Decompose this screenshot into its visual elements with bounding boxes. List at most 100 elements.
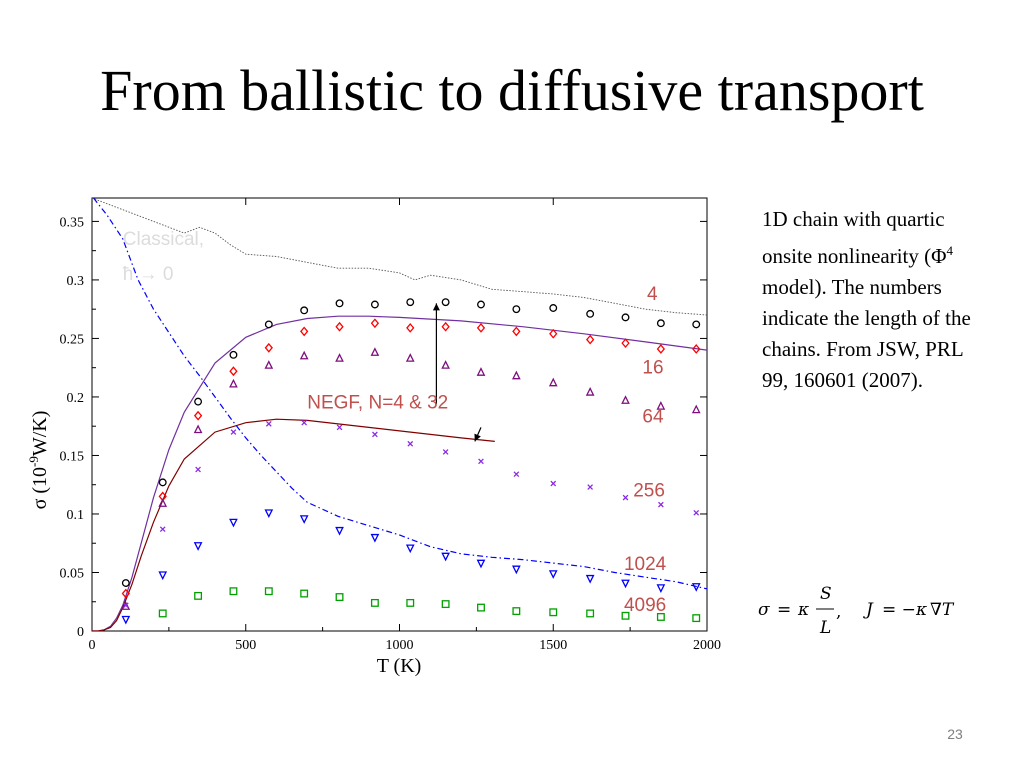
marker-n256 xyxy=(407,440,414,447)
x-tick-label: 500 xyxy=(235,638,256,653)
y-axis-label: σ (10-9W/K) xyxy=(26,411,51,510)
marker-n4096 xyxy=(549,608,558,617)
marker-n64 xyxy=(585,387,595,396)
marker-n4096 xyxy=(692,614,701,623)
marker-n64 xyxy=(370,347,380,356)
marker-n1024 xyxy=(441,552,450,562)
marker-n1024 xyxy=(621,579,630,589)
markers-layer xyxy=(121,298,701,625)
marker-n1024 xyxy=(548,570,558,579)
annotation-label: 4096 xyxy=(624,595,666,616)
x-tick-label: 1000 xyxy=(386,638,414,653)
marker-n4096 xyxy=(621,611,630,620)
marker-n4 xyxy=(512,305,521,314)
annotation-label: 1024 xyxy=(624,554,667,575)
marker-n4096 xyxy=(586,609,595,618)
marker-n4 xyxy=(406,298,415,307)
marker-n4 xyxy=(264,320,273,329)
marker-n256 xyxy=(513,471,520,478)
y-tick-label: 0.25 xyxy=(60,332,85,347)
marker-n4 xyxy=(549,304,558,312)
formula-equals-minus: = − xyxy=(882,600,916,620)
curve-negf-n-32 xyxy=(92,315,707,631)
plot-frame xyxy=(91,197,708,632)
side-text-after: model). The numbers indicate the length … xyxy=(762,275,971,392)
marker-n4 xyxy=(335,299,344,308)
annotation-label: 16 xyxy=(642,358,663,379)
marker-n4 xyxy=(586,309,595,318)
y-tick-label: 0.2 xyxy=(67,391,85,406)
series-n4096 xyxy=(158,587,701,623)
marker-n256 xyxy=(159,526,166,533)
annotation-label: Classical, xyxy=(123,229,204,250)
marker-n16 xyxy=(621,338,630,349)
marker-n4096 xyxy=(477,603,485,612)
marker-n64 xyxy=(405,353,415,362)
marker-n16 xyxy=(121,588,130,599)
marker-n16 xyxy=(406,322,415,333)
marker-n64 xyxy=(299,350,309,360)
arrow-head xyxy=(474,433,481,442)
page-number: 23 xyxy=(947,726,963,742)
marker-n16 xyxy=(692,344,701,354)
marker-n1024 xyxy=(656,584,666,593)
y-tick-label: 0.3 xyxy=(67,274,85,289)
marker-n4096 xyxy=(512,607,521,616)
marker-n64 xyxy=(656,401,666,410)
marker-n16 xyxy=(229,366,238,377)
annotation-label: 256 xyxy=(633,480,665,501)
formula-kappa: κ xyxy=(797,600,809,620)
marker-n4096 xyxy=(656,613,665,621)
marker-n1024 xyxy=(585,574,595,584)
marker-n1024 xyxy=(335,526,344,536)
marker-n256 xyxy=(265,421,272,427)
y-tick-label: 0.05 xyxy=(60,566,85,581)
formula: σ = κ S L , J = − κ ∇T xyxy=(758,584,955,638)
x-tick-label: 1500 xyxy=(539,638,567,653)
marker-n256 xyxy=(478,458,484,465)
curves-layer xyxy=(92,198,707,631)
y-axis-open: (10 xyxy=(29,467,51,499)
marker-n4 xyxy=(194,397,203,406)
marker-n4 xyxy=(441,298,450,307)
marker-n256 xyxy=(195,466,201,473)
marker-n256 xyxy=(658,501,664,508)
marker-n1024 xyxy=(193,542,203,551)
y-axis-symbol: σ xyxy=(29,498,51,509)
marker-n64 xyxy=(511,370,521,380)
formula-equals: = xyxy=(777,600,791,620)
annotation-label: 4 xyxy=(647,284,658,305)
formula-denominator: L xyxy=(819,618,831,638)
annotations-layer: Classical, ħ → 0 NEGF, N=4 & 32 4 16 64 256 102… xyxy=(123,229,667,616)
slide-title: From ballistic to diffusive transport xyxy=(100,58,924,123)
side-description: 1D chain with quartic onsite nonlinearit… xyxy=(762,204,977,396)
y-axis-exponent: -9 xyxy=(26,456,41,467)
phi-symbol: Φ xyxy=(931,244,947,268)
marker-n1024 xyxy=(405,544,415,554)
marker-n64 xyxy=(335,353,344,362)
marker-n1024 xyxy=(511,565,521,575)
marker-n64 xyxy=(691,404,701,414)
marker-n4096 xyxy=(158,609,167,618)
marker-n4096 xyxy=(229,587,238,596)
marker-n64 xyxy=(193,424,203,434)
formula-kappa2: κ xyxy=(915,600,927,620)
marker-n64 xyxy=(548,377,558,387)
marker-n64 xyxy=(476,367,486,376)
marker-n256 xyxy=(550,480,557,487)
marker-n64 xyxy=(121,601,131,610)
annotation-label: NEGF, N=4 & 32 xyxy=(307,393,448,414)
annotation-label: 64 xyxy=(642,407,664,428)
marker-n4096 xyxy=(335,593,344,602)
series-n64 xyxy=(121,347,701,610)
y-tick-label: 0.1 xyxy=(67,508,85,523)
formula-nabla-t: ∇T xyxy=(930,600,955,620)
marker-n16 xyxy=(193,410,203,421)
marker-n256 xyxy=(622,494,629,501)
marker-n1024 xyxy=(121,615,131,625)
formula-sigma: σ xyxy=(758,600,770,620)
marker-n256 xyxy=(230,429,237,435)
marker-n256 xyxy=(372,431,378,438)
y-tick-label: 0 xyxy=(77,625,84,640)
marker-n256 xyxy=(587,484,594,490)
